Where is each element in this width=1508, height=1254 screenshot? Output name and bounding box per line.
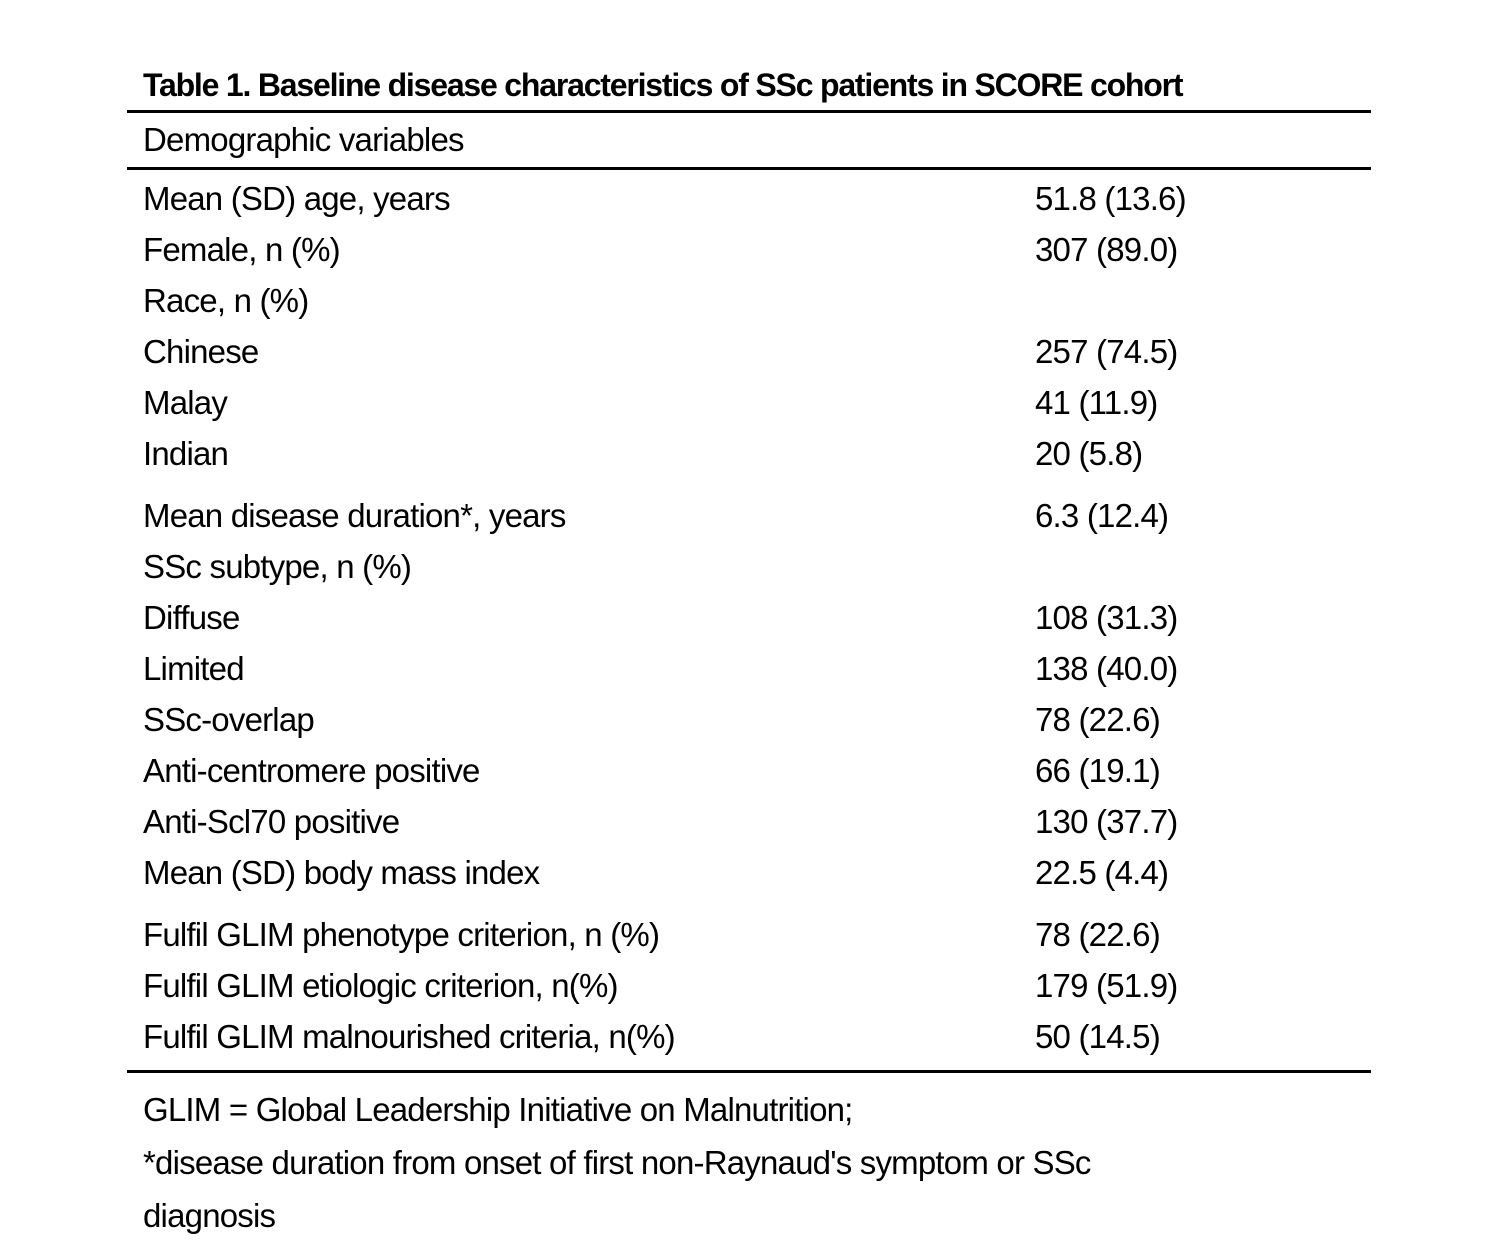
row-label: Malay [143, 383, 228, 421]
rule-bottom [127, 1070, 1371, 1073]
table-row: Mean (SD) age, years 51.8 (13.6) [127, 173, 1371, 224]
table-title: Table 1. Baseline disease characteristic… [143, 67, 1184, 103]
row-value: 51.8 (13.6) [1035, 179, 1187, 217]
row-value: 22.5 (4.4) [1035, 853, 1169, 891]
row-value: 66 (19.1) [1035, 751, 1161, 789]
row-value: 6.3 (12.4) [1035, 496, 1169, 534]
table-row: SSc-overlap 78 (22.6) [127, 694, 1371, 745]
row-label: Anti-Scl70 positive [143, 802, 400, 840]
row-label: Chinese [143, 332, 259, 370]
row-label: Diffuse [143, 598, 240, 636]
table-row: Anti-centromere positive 66 (19.1) [127, 745, 1371, 796]
row-label: SSc-overlap [143, 700, 315, 738]
footnote-line: diagnosis [143, 1197, 276, 1234]
row-label: Indian [143, 434, 229, 472]
rule-top [127, 110, 1371, 113]
row-label: Mean (SD) age, years [143, 179, 451, 217]
row-value: 138 (40.0) [1035, 649, 1178, 687]
row-label: Race, n (%) [143, 281, 309, 319]
section-header: Demographic variables [143, 121, 465, 158]
row-label: Limited [143, 649, 245, 687]
table-row: Limited 138 (40.0) [127, 643, 1371, 694]
row-label: Fulfil GLIM phenotype criterion, n (%) [143, 915, 660, 953]
row-value: 78 (22.6) [1035, 700, 1161, 738]
table-row: Race, n (%) [127, 275, 1371, 326]
table-row: Mean disease duration*, years 6.3 (12.4) [127, 490, 1371, 541]
table-row: Female, n (%) 307 (89.0) [127, 224, 1371, 275]
row-label: Fulfil GLIM malnourished criteria, n(%) [143, 1017, 676, 1055]
table-row: SSc subtype, n (%) [127, 541, 1371, 592]
row-value: 108 (31.3) [1035, 598, 1178, 636]
table-row: Fulfil GLIM malnourished criteria, n(%) … [127, 1011, 1371, 1062]
table-row: Indian 20 (5.8) [127, 428, 1371, 479]
table-row: Chinese 257 (74.5) [127, 326, 1371, 377]
table-row: Diffuse 108 (31.3) [127, 592, 1371, 643]
row-value: 78 (22.6) [1035, 915, 1161, 953]
table-row: Malay 41 (11.9) [127, 377, 1371, 428]
table-row: Anti-Scl70 positive 130 (37.7) [127, 796, 1371, 847]
row-label: Female, n (%) [143, 230, 341, 268]
row-value: 41 (11.9) [1035, 383, 1158, 421]
row-value: 50 (14.5) [1035, 1017, 1161, 1055]
footnotes: GLIM = Global Leadership Initiative on M… [127, 1073, 1371, 1242]
row-label: SSc subtype, n (%) [143, 547, 412, 585]
row-value: 179 (51.9) [1035, 966, 1178, 1004]
row-value: 257 (74.5) [1035, 332, 1178, 370]
row-label: Anti-centromere positive [143, 751, 480, 789]
row-label: Mean disease duration*, years [143, 496, 566, 534]
row-value: 20 (5.8) [1035, 434, 1143, 472]
rule-under-header [127, 167, 1371, 170]
row-label: Fulfil GLIM etiologic criterion, n(%) [143, 966, 619, 1004]
row-value: 307 (89.0) [1035, 230, 1178, 268]
table-row: Mean (SD) body mass index 22.5 (4.4) [127, 847, 1371, 898]
baseline-characteristics-table: Table 1. Baseline disease characteristic… [127, 58, 1371, 1242]
row-label: Mean (SD) body mass index [143, 853, 540, 891]
table-row: Fulfil GLIM etiologic criterion, n(%) 17… [127, 960, 1371, 1011]
table-body: Mean (SD) age, years 51.8 (13.6) Female,… [127, 170, 1371, 1070]
footnote-line: GLIM = Global Leadership Initiative on M… [143, 1091, 853, 1128]
table-row: Fulfil GLIM phenotype criterion, n (%) 7… [127, 909, 1371, 960]
row-value: 130 (37.7) [1035, 802, 1178, 840]
footnote-line: *disease duration from onset of first no… [143, 1144, 1091, 1181]
